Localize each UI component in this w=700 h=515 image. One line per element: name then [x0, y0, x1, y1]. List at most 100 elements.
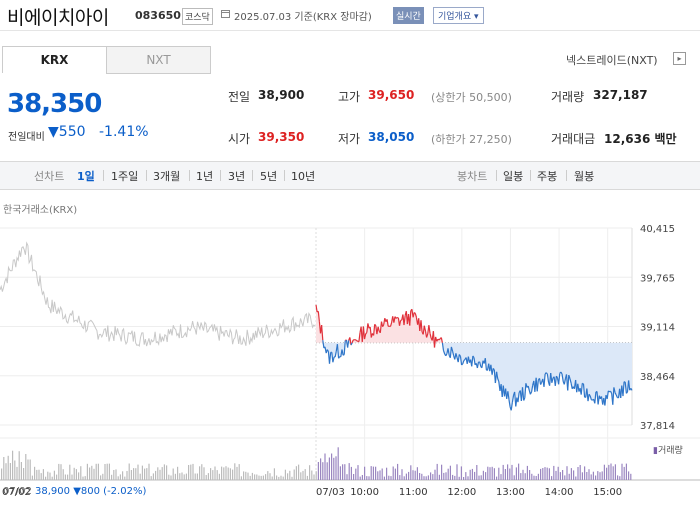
- volume-bar: [412, 470, 414, 480]
- volume-bar: [45, 476, 47, 480]
- candle-weekly[interactable]: 주봉: [537, 170, 558, 183]
- volume-bar: [258, 475, 260, 480]
- period-3y[interactable]: 3년: [228, 170, 246, 183]
- today-segment: [582, 383, 586, 398]
- volume-bar: [42, 469, 44, 480]
- y-axis-ticks: 40,415 39,765 39,114 38,464 37,814: [640, 224, 675, 432]
- today-segment: [433, 336, 437, 348]
- today-segment: [458, 354, 462, 357]
- volume-bar: [47, 471, 49, 480]
- period-5y[interactable]: 5년: [260, 170, 278, 183]
- volume-bar: [478, 475, 480, 480]
- today-segment: [628, 380, 631, 391]
- today-segment: [523, 397, 526, 401]
- volume-bar: [115, 469, 117, 480]
- today-segment: [529, 391, 533, 395]
- today-segment: [426, 333, 429, 338]
- today-segment: [497, 378, 500, 382]
- today-segment: [538, 378, 542, 385]
- bottom-info-rate: (-2.02%): [103, 486, 147, 497]
- volume-bar: [300, 472, 302, 480]
- candle-monthly[interactable]: 월봉: [574, 170, 595, 183]
- volume-bar: [469, 469, 471, 480]
- prev-close-value: 38,900: [258, 88, 305, 102]
- nextrade-link[interactable]: 넥스트레이드(NXT): [566, 54, 658, 67]
- volume-bar: [522, 469, 524, 480]
- bottom-info-date: 07/02: [3, 486, 32, 497]
- volume-bar: [364, 466, 366, 480]
- today-segment: [521, 387, 525, 401]
- volume-bar: [489, 467, 491, 480]
- down-fill: [316, 342, 632, 411]
- volume-bar: [196, 473, 198, 480]
- volume-bar: [170, 475, 172, 480]
- today-segment: [543, 373, 546, 387]
- volume-bar: [49, 472, 51, 480]
- volume-bar: [588, 469, 590, 480]
- volume-bar: [207, 473, 209, 480]
- volume-bar: [518, 463, 520, 480]
- volume-bar: [355, 468, 357, 480]
- period-3m[interactable]: 3개월: [153, 170, 181, 183]
- company-overview-button[interactable]: 기업개요 ▾: [433, 7, 484, 24]
- today-segment: [423, 325, 427, 332]
- volume-bar: [430, 472, 432, 480]
- candle-daily[interactable]: 일봉: [503, 170, 524, 183]
- volume-bar: [218, 473, 220, 480]
- volume-bar: [474, 471, 476, 480]
- y-tick-label: 37,814: [640, 421, 675, 432]
- volume-bar: [181, 472, 183, 480]
- volume-bar: [38, 469, 40, 480]
- volume-bar: [339, 466, 341, 480]
- volume-bar: [69, 464, 71, 480]
- volume-bar: [18, 451, 20, 480]
- today-segment: [358, 332, 361, 342]
- volume-bar: [564, 475, 566, 480]
- volume-bar: [328, 457, 330, 480]
- today-segment: [588, 393, 591, 397]
- amount-number: 12,636: [604, 132, 651, 146]
- today-segment: [615, 394, 618, 398]
- volume-bar: [524, 473, 526, 480]
- today-segment: [563, 378, 566, 385]
- tab-nxt[interactable]: NXT: [106, 46, 211, 74]
- today-segment: [545, 372, 548, 375]
- open-label: 시가: [228, 132, 251, 146]
- volume-bar: [73, 467, 75, 480]
- volume-bar: [333, 457, 335, 480]
- chevron-right-icon[interactable]: ▸: [673, 52, 686, 65]
- today-segment: [362, 326, 366, 340]
- period-1y[interactable]: 1년: [196, 170, 214, 183]
- volume-bar: [465, 472, 467, 480]
- volume-bar: [291, 476, 293, 480]
- x-tick-label: 11:00: [399, 487, 428, 498]
- volume-bar: [414, 470, 416, 480]
- volume-bar: [141, 465, 143, 480]
- period-1w[interactable]: 1주일: [111, 170, 139, 183]
- volume-bar: [617, 475, 619, 480]
- today-segment: [326, 349, 329, 352]
- volume-bar: [546, 467, 548, 480]
- realtime-button[interactable]: 실시간: [393, 7, 424, 24]
- volume-bar: [84, 476, 86, 480]
- period-10y[interactable]: 10년: [291, 170, 316, 183]
- today-segment: [441, 342, 445, 351]
- volume-bar: [67, 474, 69, 480]
- period-1d[interactable]: 1일: [77, 170, 95, 183]
- volume-bar: [23, 468, 25, 480]
- volume-bar: [113, 470, 115, 480]
- volume-bar: [267, 471, 269, 480]
- volume-bar: [606, 467, 608, 480]
- today-segment: [560, 371, 563, 375]
- tab-krx[interactable]: KRX: [2, 46, 107, 73]
- today-segment: [377, 326, 380, 332]
- volume-bar: [234, 463, 236, 480]
- volume-bar: [471, 468, 473, 480]
- volume-bar: [601, 471, 603, 480]
- stock-code: 083650: [135, 9, 181, 22]
- lower-limit: (하한가 27,250): [431, 133, 512, 146]
- volume-bar: [507, 464, 509, 480]
- volume-bar: [302, 470, 304, 480]
- prev-day-line: [0, 241, 316, 348]
